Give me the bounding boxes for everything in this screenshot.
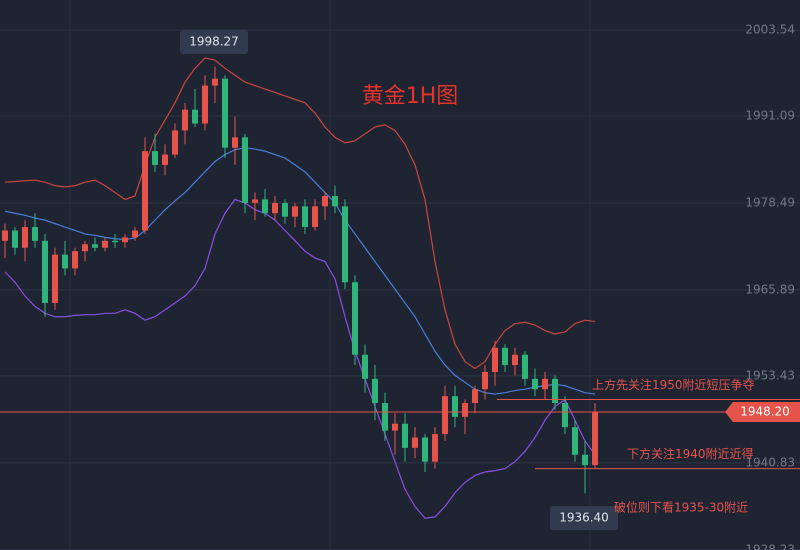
candle-body bbox=[452, 396, 458, 417]
y-tick-label: 1940.83 bbox=[745, 455, 795, 469]
y-tick-label: 1978.49 bbox=[745, 195, 795, 209]
candle-body bbox=[162, 154, 168, 165]
y-tick-label: 1928.23 bbox=[745, 542, 795, 550]
y-tick-label: 2003.54 bbox=[745, 23, 795, 37]
candle-body bbox=[282, 202, 288, 217]
candle-body bbox=[552, 378, 558, 404]
annotation-text: 破位则下看1935-30附近 bbox=[614, 500, 748, 515]
chart-title: 黄金1H图 bbox=[362, 84, 459, 109]
candle-body bbox=[532, 378, 538, 390]
candle-body bbox=[12, 230, 18, 248]
grid: 2003.54 1991.09 1978.49 1965.89 1953.43 1940.… bbox=[0, 23, 800, 550]
candle-body bbox=[22, 227, 28, 248]
low-box bbox=[550, 506, 618, 530]
candle-body bbox=[62, 254, 68, 269]
candle-body bbox=[32, 227, 38, 241]
candle-body bbox=[122, 237, 128, 243]
candle-body bbox=[492, 347, 498, 372]
band-line bbox=[4, 57, 596, 370]
candle-body bbox=[102, 240, 108, 248]
candle-body bbox=[152, 151, 158, 165]
bands bbox=[4, 57, 596, 519]
annotation-text: 上方先关注1950附近短压争夺 bbox=[592, 377, 755, 392]
candle-body bbox=[222, 78, 228, 148]
candle-body bbox=[212, 78, 218, 86]
band-line bbox=[4, 198, 596, 519]
candle-body bbox=[82, 244, 88, 252]
candle-body bbox=[472, 389, 478, 404]
candle-body bbox=[52, 254, 58, 303]
annotation-text: 下方关注1940附近近得 bbox=[627, 446, 754, 461]
y-tick-label: 1991.09 bbox=[745, 109, 795, 123]
candle-body bbox=[322, 195, 328, 207]
candle-body bbox=[572, 427, 578, 455]
candle-body bbox=[442, 396, 448, 435]
overlay: 1948.20 1998.27 1936.40 上方先关注1950附近短压争夺下方关注… bbox=[0, 30, 800, 530]
candle-body bbox=[312, 206, 318, 228]
candle-body bbox=[262, 199, 268, 214]
candle-body bbox=[582, 454, 588, 466]
candle-body bbox=[132, 230, 138, 238]
candle-body bbox=[432, 434, 438, 462]
candle-body bbox=[182, 109, 188, 131]
low-label: 1936.40 bbox=[559, 511, 609, 525]
candle-body bbox=[252, 199, 258, 203]
candle-body bbox=[372, 378, 378, 404]
candle-body bbox=[172, 130, 178, 155]
candle-body bbox=[42, 240, 48, 303]
candle-body bbox=[202, 85, 208, 124]
candle-body bbox=[232, 137, 238, 148]
y-tick-label: 1953.43 bbox=[745, 368, 795, 382]
candle-body bbox=[192, 109, 198, 124]
price-tag-label: 1948.20 bbox=[740, 404, 790, 418]
price-tag bbox=[725, 401, 800, 422]
candle-body bbox=[142, 151, 148, 231]
candle-body bbox=[272, 202, 278, 214]
candle-body bbox=[462, 403, 468, 417]
candle-body bbox=[522, 354, 528, 379]
candle-body bbox=[392, 423, 398, 431]
candle-body bbox=[512, 354, 518, 366]
candles bbox=[2, 66, 598, 494]
candle-body bbox=[562, 403, 568, 428]
candle-body bbox=[302, 206, 308, 228]
candle-body bbox=[542, 378, 548, 390]
candle-body bbox=[92, 244, 98, 248]
candle-body bbox=[482, 371, 488, 390]
y-tick-label: 1965.89 bbox=[745, 282, 795, 296]
candle-body bbox=[72, 251, 78, 269]
high-label: 1998.27 bbox=[189, 35, 239, 49]
candle-body bbox=[362, 354, 368, 379]
candle-body bbox=[412, 437, 418, 448]
candle-body bbox=[352, 282, 358, 355]
candle-body bbox=[332, 195, 338, 207]
candle-body bbox=[342, 206, 348, 283]
candle-body bbox=[502, 347, 508, 366]
candle-body bbox=[2, 230, 8, 241]
candle-body bbox=[242, 137, 248, 203]
high-box bbox=[180, 30, 248, 54]
candle-body bbox=[292, 206, 298, 217]
candle-body bbox=[422, 437, 428, 462]
candle-body bbox=[402, 423, 408, 448]
candle-body bbox=[112, 240, 118, 243]
candle-body bbox=[592, 411, 598, 466]
candle-body bbox=[382, 403, 388, 431]
band-line bbox=[4, 147, 596, 395]
